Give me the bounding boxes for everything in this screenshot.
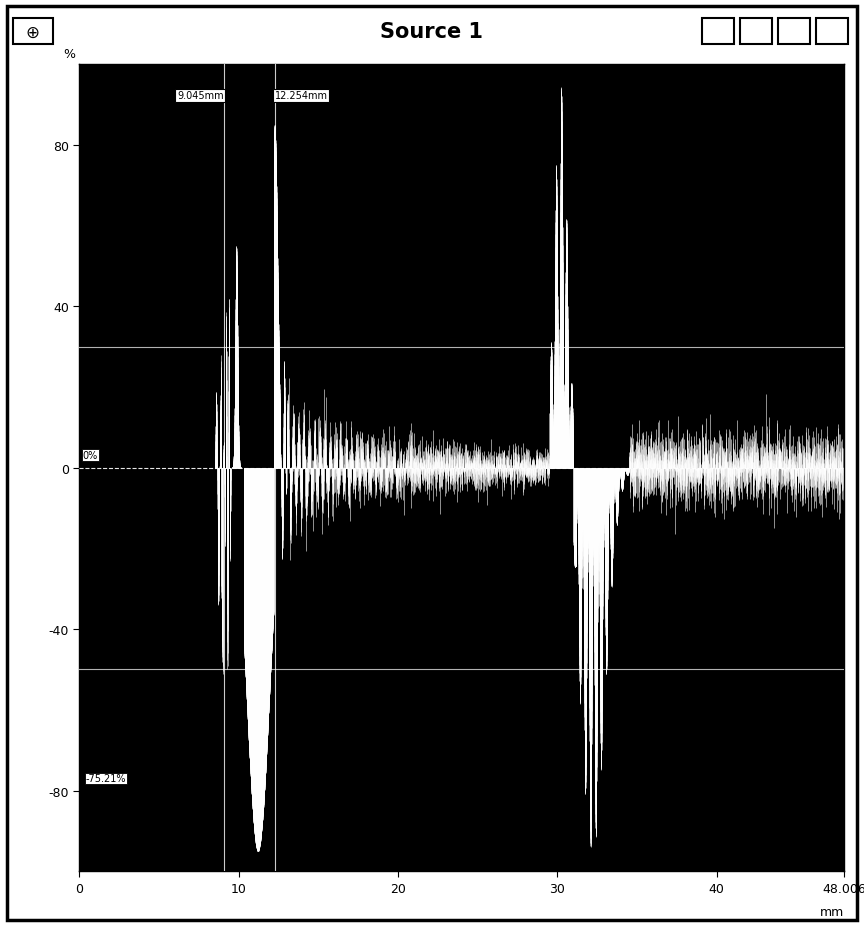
Text: %: % — [64, 48, 76, 61]
Text: 12.254mm: 12.254mm — [275, 91, 327, 101]
Bar — [740, 19, 772, 45]
Text: 0%: 0% — [83, 451, 98, 460]
Bar — [778, 19, 810, 45]
Text: mm: mm — [820, 906, 844, 919]
Text: 9.045mm: 9.045mm — [177, 91, 224, 101]
Bar — [13, 19, 53, 45]
Text: ⊕: ⊕ — [26, 23, 40, 42]
Bar — [702, 19, 734, 45]
Bar — [816, 19, 848, 45]
Text: -75.21%: -75.21% — [86, 774, 126, 783]
Text: Source 1: Source 1 — [380, 22, 484, 43]
